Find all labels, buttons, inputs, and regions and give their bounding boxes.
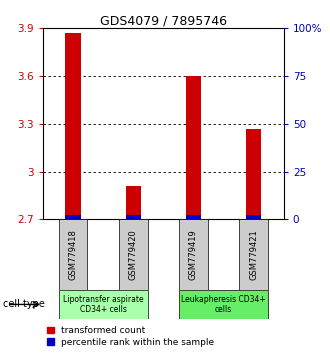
Bar [179,290,268,319]
Bar [186,215,201,219]
Bar [239,219,268,290]
Bar [246,215,261,219]
Bar [58,290,148,319]
Bar [126,186,141,219]
Bar [246,129,261,219]
Bar [58,219,87,290]
Text: GSM779420: GSM779420 [129,229,138,280]
Text: Leukapheresis CD34+
cells: Leukapheresis CD34+ cells [181,295,266,314]
Bar [186,76,201,219]
Bar [65,33,81,219]
Bar [65,215,81,219]
Text: GSM779419: GSM779419 [189,229,198,280]
Title: GDS4079 / 7895746: GDS4079 / 7895746 [100,14,227,27]
Bar [119,219,148,290]
Text: GSM779421: GSM779421 [249,229,258,280]
Bar [179,219,208,290]
Text: cell type: cell type [3,299,45,309]
Bar [126,215,141,219]
Legend: transformed count, percentile rank within the sample: transformed count, percentile rank withi… [48,326,214,347]
Text: GSM779418: GSM779418 [69,229,78,280]
Text: Lipotransfer aspirate
CD34+ cells: Lipotransfer aspirate CD34+ cells [63,295,144,314]
